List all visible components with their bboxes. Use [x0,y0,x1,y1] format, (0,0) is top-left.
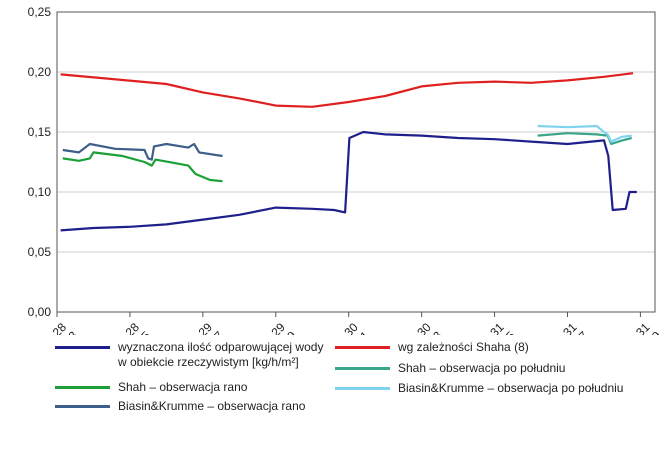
x-tick-label: 2015.01.3119:19 [600,319,664,335]
series-line [60,72,634,108]
legend-item: wg zależności Shaha (8) [335,340,658,355]
y-tick-label: 0,05 [28,245,52,259]
legend-swatch [55,386,110,389]
legend-label: wg zależności Shaha (8) [398,340,529,354]
y-tick-label: 0,10 [28,185,52,199]
series-line [62,151,223,183]
series-line [60,130,637,232]
x-tick-label: 2015.01.3118:07 [527,319,591,335]
legend-label: wyznaczona ilość odparowującej wody w ob… [118,340,324,369]
legend-item: Shah – obserwacja po południu [335,361,658,376]
legend-swatch [55,405,110,408]
legend-label: Shah – obserwacja po południu [398,361,566,375]
series-line [537,124,632,143]
legend-label: Biasin&Krumme – obserwacja rano [118,399,306,413]
series-line [62,142,223,161]
y-tick-label: 0,15 [28,125,52,139]
x-tick-label: 2015.01.2913:19 [235,319,299,335]
x-tick-label: 2015.01.2912:07 [163,319,227,335]
legend-swatch [335,367,390,370]
legend-swatch [335,387,390,390]
x-tick-label: 2015.01.3116:55 [454,319,518,335]
legend-item: Biasin&Krumme – obserwacja rano [55,399,378,414]
legend-item: Biasin&Krumme – obserwacja po południu [335,381,658,396]
x-tick-label: 2015.01.2809:43 [17,319,81,335]
x-tick-label: 2015.01.3014:31 [308,319,372,335]
legend-item: Shah – obserwacja rano [55,380,378,395]
y-tick-label: 0,25 [28,5,52,19]
chart: 0,00 0,05 0,10 0,15 0,20 0,25 2015.01.2809:43 2… [17,5,664,335]
x-tick-label: 2015.01.3015:43 [381,319,445,335]
x-tick-label: 2015.01.2810:55 [90,319,154,335]
y-tick-label: 0,00 [28,305,52,319]
legend-label: Shah – obserwacja rano [118,380,248,394]
legend-item: wyznaczona ilość odparowującej wody w ob… [55,340,333,370]
legend-swatch [55,346,110,349]
legend-swatch [335,346,390,349]
y-tick-label: 0,20 [28,65,52,79]
legend-label: Biasin&Krumme – obserwacja po południu [398,381,624,395]
plot-frame [56,11,656,313]
